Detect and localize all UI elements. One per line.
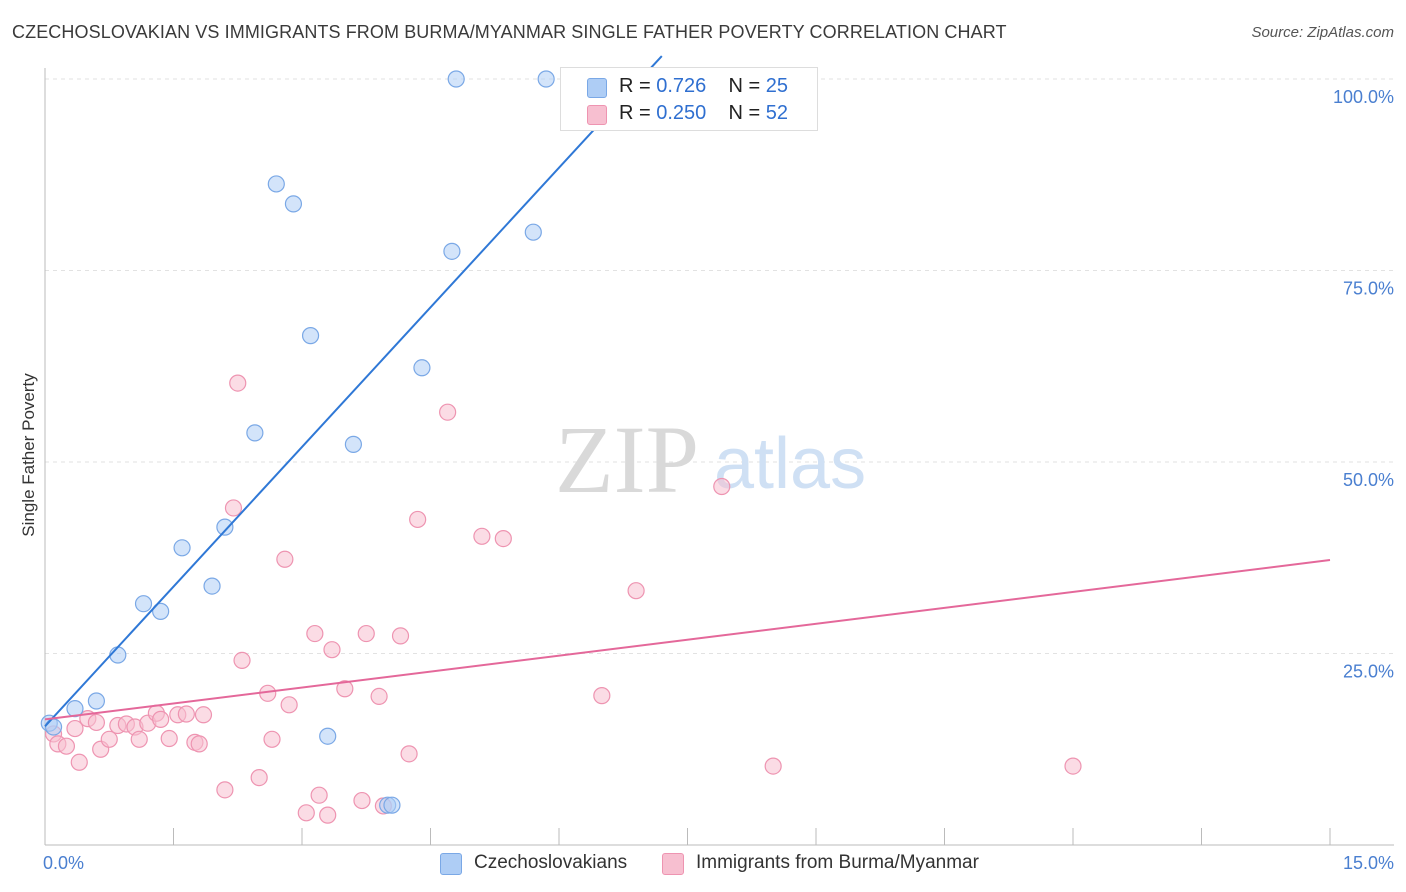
pink-point (439, 403, 457, 421)
series-swatch-blue (440, 853, 462, 875)
pink-point (473, 527, 491, 545)
blue-point (319, 727, 337, 745)
pink-point (160, 729, 178, 748)
pink-point (87, 713, 106, 732)
legend-n-value-1: 25 (765, 75, 789, 97)
chart-source: Source: ZipAtlas.com (1251, 24, 1394, 41)
y-tick-label: 75.0% (1343, 279, 1394, 299)
y-axis-label: Single Father Poverty (19, 373, 38, 537)
blue-point (216, 518, 234, 536)
pink-point (216, 781, 234, 799)
pink-point (306, 624, 324, 643)
pink-point (323, 641, 341, 659)
pink-point (409, 510, 427, 529)
pink-point (70, 753, 88, 771)
blue-point (246, 424, 264, 442)
pink-point (280, 696, 298, 714)
series-legend-label: Immigrants from Burma/Myanmar (696, 852, 979, 873)
blue-point (173, 539, 191, 557)
legend-r-label-2: R = (619, 102, 651, 124)
blue-point (87, 692, 106, 710)
pink-point (276, 550, 294, 568)
pink-point (297, 804, 315, 822)
pink-point (177, 705, 195, 723)
blue-point (203, 577, 221, 595)
pink-point (593, 687, 611, 705)
blue-point (267, 175, 285, 193)
pink-point (1064, 757, 1082, 775)
y-tick-label: 25.0% (1343, 662, 1394, 682)
blue-point (413, 359, 431, 377)
blue-trend-line (44, 55, 663, 727)
pink-swatch (587, 105, 607, 125)
pink-point (66, 719, 84, 738)
blue-point (134, 595, 153, 613)
blue-point (443, 242, 461, 260)
pink-point (130, 730, 148, 748)
legend-n-value-2: 52 (765, 102, 789, 124)
blue-point (44, 718, 63, 736)
gridlines (45, 78, 1394, 654)
watermark-atlas: atlas (714, 424, 866, 504)
pink-point (391, 627, 410, 645)
pink-point (263, 730, 281, 748)
pink-point (194, 706, 213, 724)
pink-trend-line (44, 559, 1331, 721)
pink-point (152, 710, 170, 728)
trend-lines (44, 55, 1331, 727)
y-tick-label: 100.0% (1333, 87, 1394, 107)
pink-point (353, 791, 371, 810)
blue-point (284, 195, 303, 213)
pink-point (370, 687, 388, 705)
blue-swatch (587, 78, 607, 98)
blue-point (524, 223, 542, 241)
pink-point (100, 730, 118, 748)
watermark-zip: ZIP (555, 406, 699, 513)
series-legend-label: Czechoslovakians (474, 852, 628, 873)
pink-point (224, 499, 243, 517)
pink-point (336, 680, 354, 698)
blue-point (152, 602, 170, 620)
pink-point (713, 477, 731, 496)
pink-point (233, 651, 251, 669)
pink-point (764, 757, 782, 775)
pink-series-points (44, 374, 1082, 824)
x-tick-label-min: 0.0% (43, 853, 84, 873)
pink-point (357, 624, 375, 643)
blue-point (109, 646, 127, 664)
chart-title: CZECHOSLOVAKIAN VS IMMIGRANTS FROM BURMA… (12, 22, 1007, 42)
legend-r-label-1: R = (619, 75, 651, 97)
axes (44, 68, 1394, 846)
blue-point (301, 327, 320, 345)
legend-r-value-2: 0.250 (656, 102, 707, 124)
pink-point (627, 582, 645, 600)
stats-legend: R = 0.726 N = 25 R = 0.250 N = 52 (560, 67, 818, 131)
y-tick-labels: 25.0% 50.0% 75.0% 100.0% (1333, 87, 1394, 682)
blue-point (537, 70, 555, 88)
legend-r-value-1: 0.726 (656, 75, 707, 97)
pink-point (310, 786, 328, 804)
blue-point (447, 70, 465, 88)
pink-point (57, 737, 76, 755)
blue-point (383, 796, 401, 814)
legend-n-label-1: N = (728, 75, 761, 97)
series-swatch-pink (662, 853, 684, 875)
blue-point (344, 435, 362, 453)
legend-n-label-2: N = (728, 102, 761, 124)
pink-point (400, 745, 418, 763)
x-tick-label-max: 15.0% (1343, 853, 1394, 873)
pink-point (190, 735, 208, 753)
pink-point (250, 768, 268, 787)
pink-point (319, 806, 337, 824)
pink-point (494, 529, 512, 548)
y-tick-label: 50.0% (1343, 470, 1394, 490)
pink-point (229, 374, 247, 392)
